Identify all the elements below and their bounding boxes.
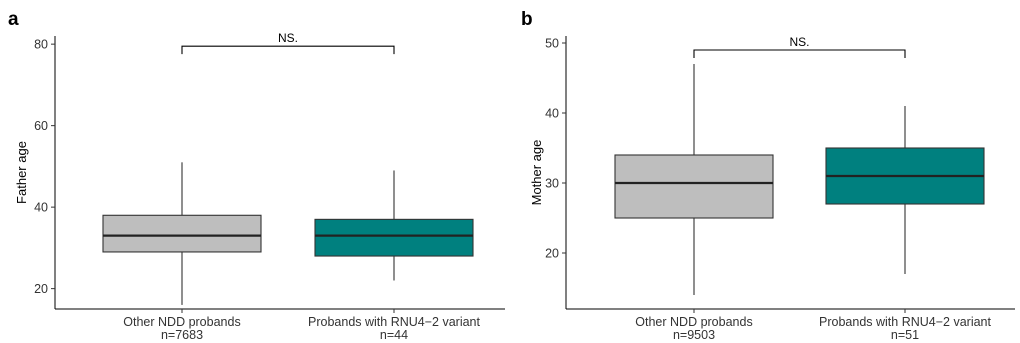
- box-iqr: [614, 154, 774, 219]
- category-n-label: n=9503: [673, 328, 715, 342]
- y-axis-title: Father age: [14, 141, 29, 204]
- category-n-label: n=44: [380, 328, 408, 342]
- y-tick-label: 40: [545, 107, 559, 121]
- y-tick-label: 60: [34, 119, 48, 133]
- box-1: [614, 64, 774, 295]
- y-tick-label: 50: [545, 37, 559, 51]
- panel-label: b: [521, 9, 533, 30]
- y-tick-label: 80: [34, 38, 48, 52]
- y-tick-label: 30: [545, 177, 559, 191]
- category-label: Other NDD probands: [635, 315, 752, 329]
- y-tick-label: 20: [34, 282, 48, 296]
- category-n-label: n=51: [891, 328, 919, 342]
- box-iqr: [102, 214, 262, 253]
- significance-bracket: [693, 49, 906, 58]
- category-label: Probands with RNU4−2 variant: [308, 315, 480, 329]
- panel-b: b 20 30 40 50 Mother age Other NDD probandsn=9…: [521, 9, 1015, 342]
- box-1: [102, 162, 262, 305]
- significance-bracket: [181, 45, 395, 55]
- box-iqr: [314, 218, 474, 257]
- category-label: Probands with RNU4−2 variant: [819, 315, 991, 329]
- box-2: [825, 106, 985, 274]
- category-label: Other NDD probands: [123, 315, 240, 329]
- significance-label: NS.: [278, 31, 298, 45]
- y-axis-title: Mother age: [529, 140, 544, 206]
- panel-a: a 20 40 60 80 Father age Other NDD probandsn=7…: [8, 9, 505, 342]
- category-n-label: n=7683: [161, 328, 203, 342]
- y-tick-label: 20: [545, 247, 559, 261]
- y-tick-label: 40: [34, 201, 48, 215]
- significance-label: NS.: [789, 35, 809, 49]
- box-2: [314, 170, 474, 281]
- panel-label: a: [8, 9, 19, 30]
